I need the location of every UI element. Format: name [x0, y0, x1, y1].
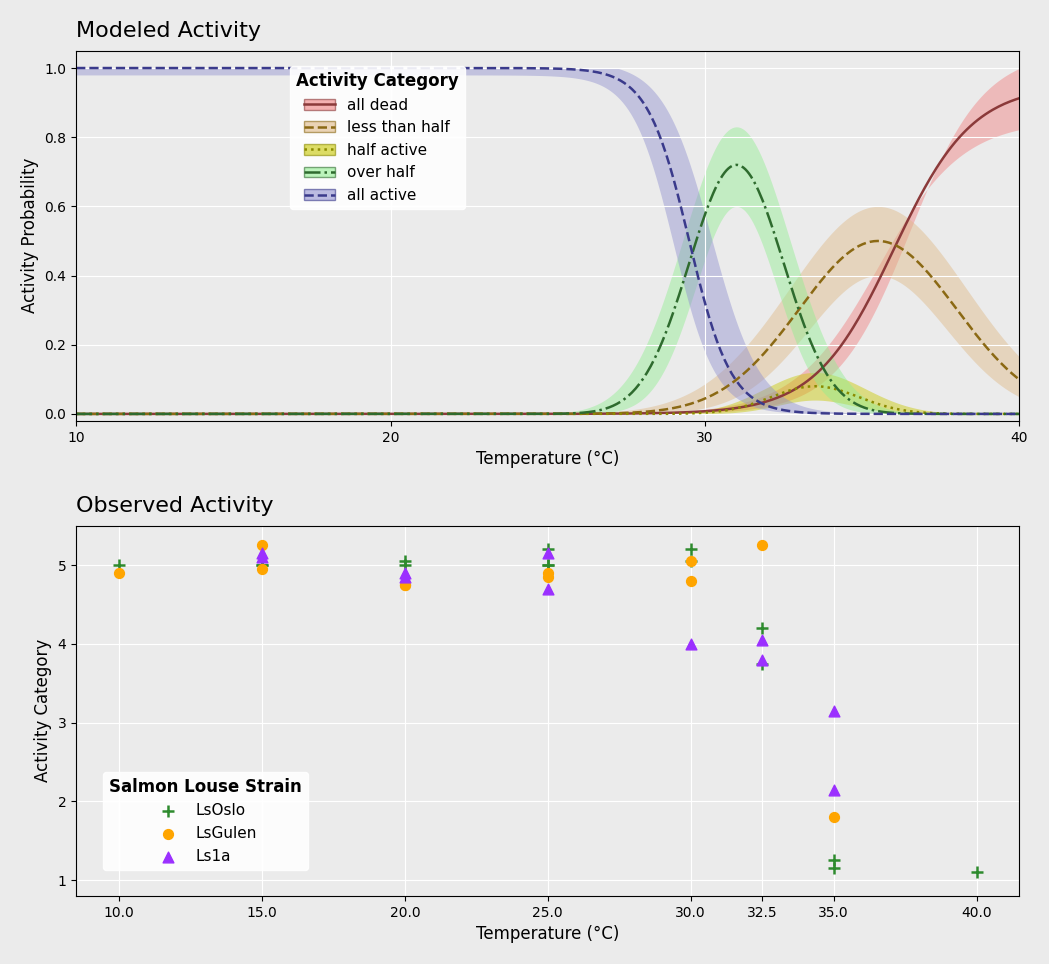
Y-axis label: Activity Probability: Activity Probability — [21, 158, 39, 313]
LsOslo — [826, 853, 842, 869]
Ls1a — [397, 565, 413, 580]
LsGulen — [397, 577, 413, 593]
LsOslo — [682, 553, 699, 569]
LsOslo — [397, 553, 413, 569]
Ls1a — [539, 581, 556, 597]
Legend: all dead, less than half, half active, over half, all active: all dead, less than half, half active, o… — [290, 66, 465, 209]
Ls1a — [826, 782, 842, 797]
Legend: LsOslo, LsGulen, Ls1a: LsOslo, LsGulen, Ls1a — [103, 771, 307, 870]
LsOslo — [754, 656, 771, 671]
LsGulen — [539, 570, 556, 585]
LsOslo — [254, 557, 271, 573]
Y-axis label: Activity Category: Activity Category — [34, 639, 52, 783]
LsOslo — [826, 861, 842, 876]
LsOslo — [397, 557, 413, 573]
Ls1a — [754, 652, 771, 667]
Ls1a — [397, 570, 413, 585]
Ls1a — [539, 546, 556, 561]
LsOslo — [539, 542, 556, 557]
Ls1a — [254, 549, 271, 565]
LsOslo — [682, 542, 699, 557]
Ls1a — [754, 632, 771, 648]
LsOslo — [254, 557, 271, 573]
LsOslo — [754, 621, 771, 636]
LsGulen — [682, 574, 699, 589]
Text: Modeled Activity: Modeled Activity — [77, 21, 261, 40]
Ls1a — [254, 546, 271, 561]
LsOslo — [968, 865, 985, 880]
LsOslo — [110, 557, 127, 573]
LsGulen — [754, 538, 771, 553]
X-axis label: Temperature (°C): Temperature (°C) — [476, 925, 620, 943]
LsGulen — [397, 577, 413, 593]
LsGulen — [539, 565, 556, 580]
LsOslo — [539, 557, 556, 573]
LsGulen — [826, 810, 842, 825]
LsGulen — [254, 561, 271, 576]
LsGulen — [110, 565, 127, 580]
LsOslo — [539, 557, 556, 573]
X-axis label: Temperature (°C): Temperature (°C) — [476, 450, 620, 469]
LsGulen — [682, 553, 699, 569]
LsGulen — [254, 538, 271, 553]
Ls1a — [826, 703, 842, 718]
Text: Observed Activity: Observed Activity — [77, 495, 274, 516]
Ls1a — [682, 636, 699, 652]
